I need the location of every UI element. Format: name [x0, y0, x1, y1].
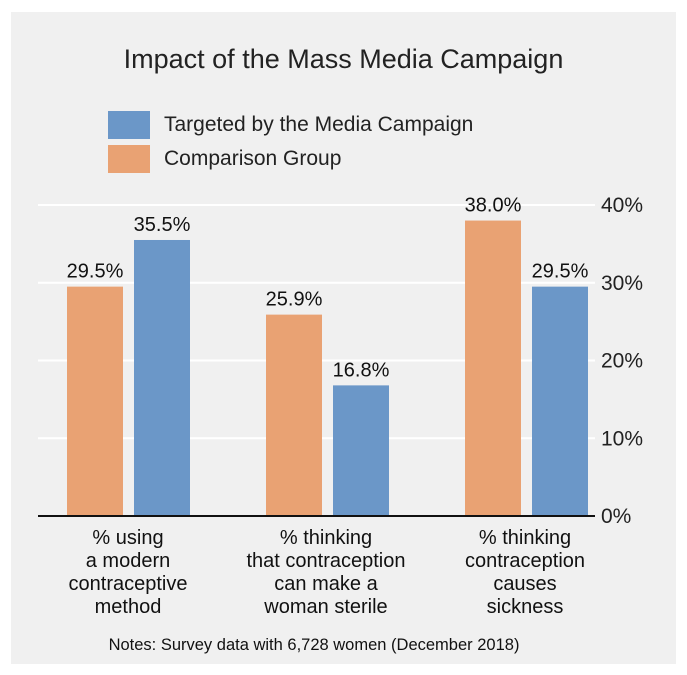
chart-title: Impact of the Mass Media Campaign	[123, 44, 564, 74]
bar	[532, 286, 588, 516]
bar	[465, 220, 521, 517]
x-category-label-1: % using a modern contraceptive method	[68, 527, 188, 618]
x-category-label-2: % thinking that contraception can make a…	[246, 527, 406, 618]
data-label: 35.5%	[134, 214, 191, 236]
y-tick-label: 10%	[601, 427, 643, 450]
legend-swatch-targeted	[108, 111, 150, 139]
legend-label-comparison: Comparison Group	[164, 147, 342, 170]
bar	[333, 385, 389, 516]
y-tick-label: 0%	[601, 505, 631, 528]
data-label: 25.9%	[266, 289, 323, 311]
y-tick-label: 30%	[601, 272, 643, 295]
data-label: 29.5%	[67, 261, 124, 283]
data-label: 16.8%	[333, 359, 390, 381]
x-category-label-3: % thinking contraception causes sickness	[464, 527, 586, 618]
legend-item-targeted: Targeted by the Media Campaign	[108, 110, 473, 140]
chart-note: Notes: Survey data with 6,728 women (Dec…	[108, 636, 520, 654]
legend-label-targeted: Targeted by the Media Campaign	[164, 113, 474, 136]
legend-swatch-comparison	[108, 145, 150, 173]
y-tick-label: 40%	[601, 194, 643, 217]
data-label: 29.5%	[532, 261, 589, 283]
y-tick-label: 20%	[601, 350, 643, 373]
bar	[266, 314, 322, 516]
bar	[134, 239, 190, 517]
bar	[67, 286, 123, 516]
legend-item-comparison: Comparison Group	[108, 144, 341, 174]
data-label: 38.0%	[465, 195, 522, 217]
